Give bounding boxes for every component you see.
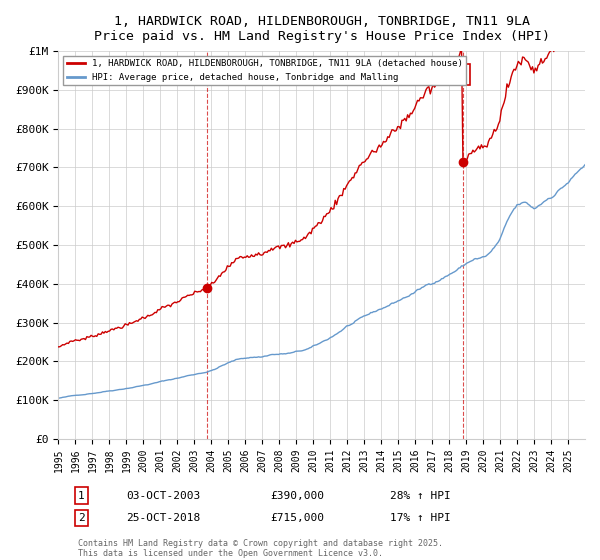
Text: 28% ↑ HPI: 28% ↑ HPI <box>390 491 451 501</box>
Text: £390,000: £390,000 <box>270 491 324 501</box>
Text: 2: 2 <box>459 68 466 81</box>
Text: 1: 1 <box>203 68 211 81</box>
Text: 03-OCT-2003: 03-OCT-2003 <box>126 491 200 501</box>
Text: 2: 2 <box>78 513 85 523</box>
Text: 1: 1 <box>78 491 85 501</box>
Text: £715,000: £715,000 <box>270 513 324 523</box>
Text: This data is licensed under the Open Government Licence v3.0.: This data is licensed under the Open Gov… <box>78 549 383 558</box>
Text: 25-OCT-2018: 25-OCT-2018 <box>126 513 200 523</box>
Text: 17% ↑ HPI: 17% ↑ HPI <box>390 513 451 523</box>
Title: 1, HARDWICK ROAD, HILDENBOROUGH, TONBRIDGE, TN11 9LA
Price paid vs. HM Land Regi: 1, HARDWICK ROAD, HILDENBOROUGH, TONBRID… <box>94 15 550 43</box>
Legend: 1, HARDWICK ROAD, HILDENBOROUGH, TONBRIDGE, TN11 9LA (detached house), HPI: Aver: 1, HARDWICK ROAD, HILDENBOROUGH, TONBRID… <box>63 55 466 85</box>
Text: Contains HM Land Registry data © Crown copyright and database right 2025.: Contains HM Land Registry data © Crown c… <box>78 539 443 548</box>
